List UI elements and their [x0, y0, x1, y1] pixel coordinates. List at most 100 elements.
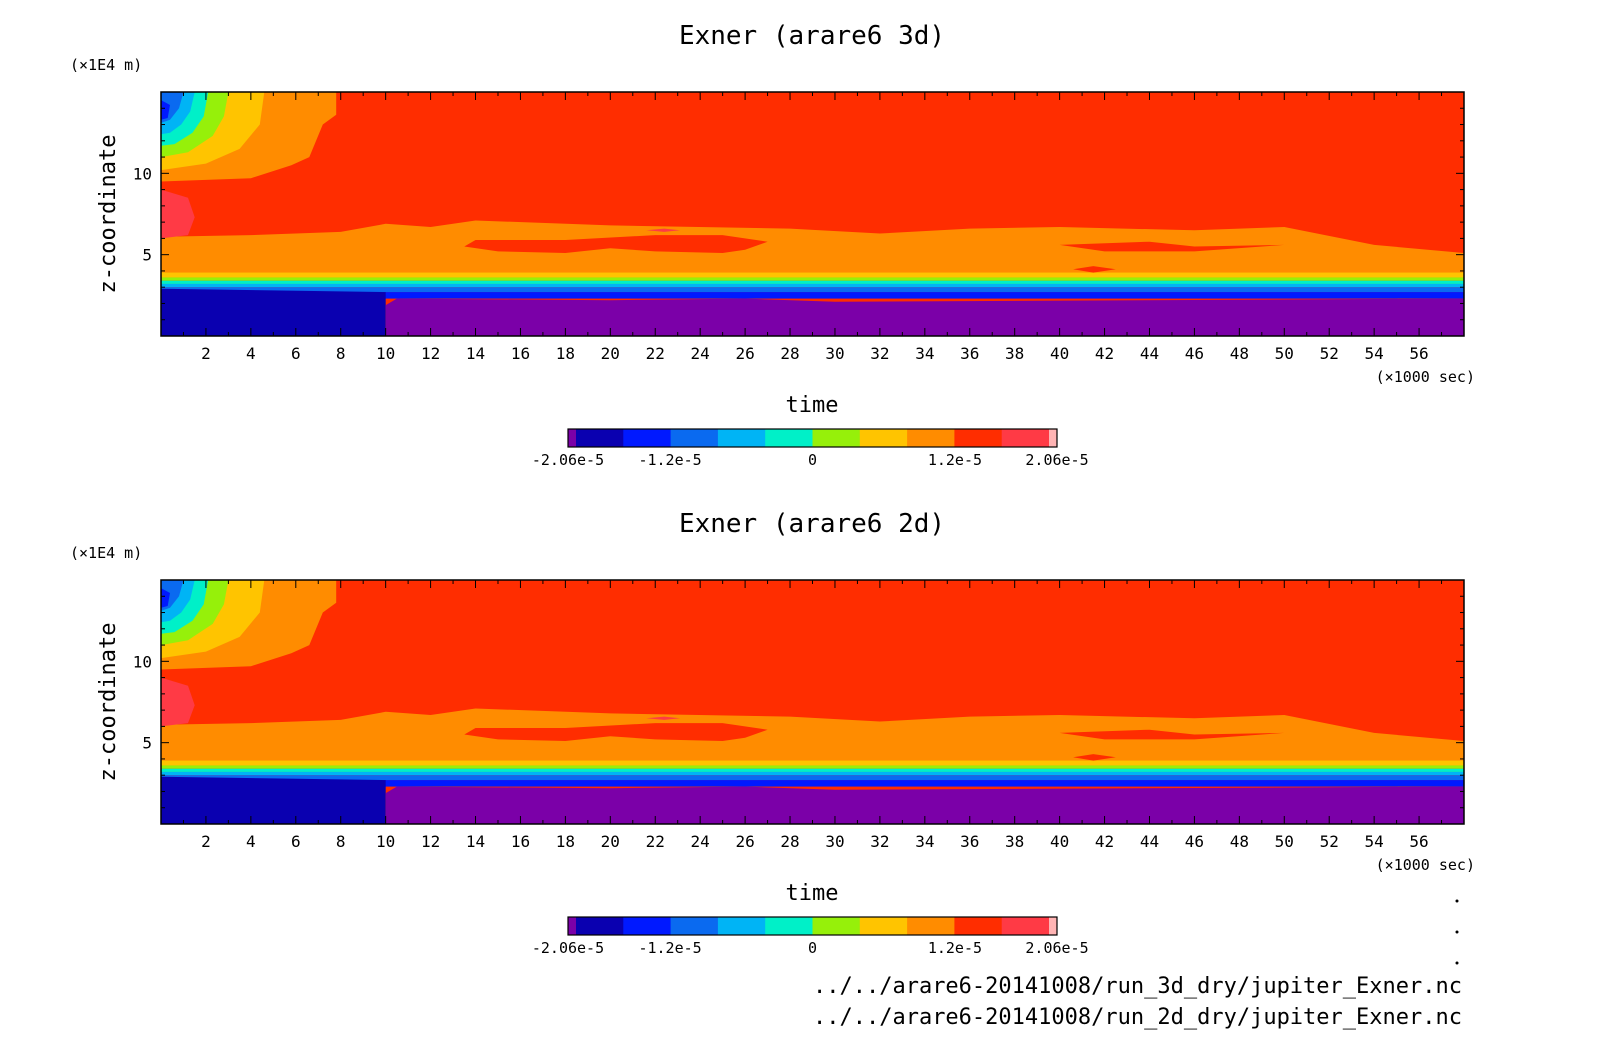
chart-panel-1: 2 4 6 8 10 12 14 16 18 20 22 24 26 28 30 32 34 36 38 40 42 44… [70, 21, 1475, 469]
colorbar-tick-label: -2.06e-5 [532, 939, 604, 957]
contour-level-green [161, 765, 1464, 769]
colorbar-swatch [859, 917, 908, 935]
x-tick-label: 26 [735, 344, 754, 363]
colorbar-swatch [907, 917, 955, 935]
x-tick-label: 18 [556, 832, 575, 851]
contour-level-lightblue [161, 771, 1464, 776]
dot-marker [1455, 961, 1459, 965]
x-tick-label: 54 [1365, 344, 1384, 363]
colorbar-swatch [907, 429, 955, 447]
x-tick-label: 38 [1005, 344, 1024, 363]
x-tick-label: 36 [960, 832, 979, 851]
dot-marker [1455, 930, 1459, 934]
x-tick-label: 50 [1275, 344, 1294, 363]
x-tick-label: 46 [1185, 832, 1204, 851]
dot-marker [1455, 899, 1459, 903]
x-tick-label: 56 [1409, 344, 1428, 363]
x-tick-label: 10 [376, 344, 395, 363]
colorbar-tick-label: 2.06e-5 [1025, 939, 1088, 957]
contour-lens [1059, 241, 1285, 252]
contour-lens [464, 235, 768, 253]
contour-level-blue-ul [161, 588, 170, 608]
x-tick-label: 6 [291, 832, 301, 851]
x-tick-label: 32 [870, 832, 889, 851]
contour-level-blue [161, 292, 1464, 299]
x-axis-unit: (×1000 sec) [1376, 856, 1475, 874]
x-axis-label: time [786, 881, 839, 906]
contour-blob [1073, 754, 1116, 761]
contour-level-blue-ul [161, 100, 170, 120]
colorbar-swatch [812, 429, 861, 447]
x-tick-label: 14 [466, 832, 485, 851]
x-tick-label: 42 [1095, 344, 1114, 363]
x-tick-label: 18 [556, 344, 575, 363]
contour-level-green [161, 277, 1464, 281]
x-tick-label: 12 [421, 344, 440, 363]
colorbar-swatch [812, 917, 861, 935]
contour-level-purple [385, 298, 1464, 336]
colorbar-swatch [954, 917, 1003, 935]
x-tick-label: 52 [1320, 344, 1339, 363]
colorbar-frame [567, 916, 1058, 936]
contour-blob [646, 228, 680, 232]
x-tick-label: 30 [825, 832, 844, 851]
chart-title: Exner (arare6 3d) [679, 21, 945, 51]
x-tick-label: 22 [646, 344, 665, 363]
colorbar-swatch [765, 429, 813, 447]
colorbar-frame [567, 428, 1058, 448]
colorbar-swatch [576, 429, 624, 447]
x-tick-label: 56 [1409, 832, 1428, 851]
x-tick-label: 28 [780, 832, 799, 851]
colorbar-swatch [1049, 917, 1057, 935]
x-tick-label: 46 [1185, 344, 1204, 363]
x-tick-label: 52 [1320, 832, 1339, 851]
colorbar-swatch [623, 429, 672, 447]
x-tick-label: 54 [1365, 832, 1384, 851]
file-path-1: ../../arare6-20141008/run_3d_dry/jupiter… [813, 974, 1462, 999]
y-axis-unit: (×1E4 m) [70, 544, 142, 562]
contour-blob [646, 716, 680, 720]
x-tick-label: 24 [691, 832, 710, 851]
contour-level-midblue [161, 775, 1464, 781]
colorbar-swatch [1001, 429, 1050, 447]
x-tick-label: 14 [466, 344, 485, 363]
x-tick-label: 28 [780, 344, 799, 363]
x-tick-label: 2 [201, 344, 211, 363]
contour-level-darkblue [161, 776, 386, 824]
y-axis-unit: (×1E4 m) [70, 56, 142, 74]
x-tick-label: 22 [646, 832, 665, 851]
contour-level-blue [161, 780, 1464, 787]
contour-level-purple [385, 786, 1464, 824]
y-tick-label: 10 [133, 652, 152, 671]
colorbar-swatch [670, 429, 719, 447]
contour-level-yellow [161, 760, 1464, 766]
contour-level-midblue [161, 287, 1464, 293]
x-axis-unit: (×1000 sec) [1376, 368, 1475, 386]
colorbar-swatch [568, 917, 576, 935]
colorbar-tick-label: 1.2e-5 [928, 451, 982, 469]
colorbar-swatch [717, 429, 766, 447]
contour-level-orange [161, 708, 1464, 766]
x-tick-label: 16 [511, 832, 530, 851]
colorbar-tick-label: 1.2e-5 [928, 939, 982, 957]
colorbar-swatch [568, 429, 576, 447]
x-tick-label: 26 [735, 832, 754, 851]
x-tick-label: 10 [376, 832, 395, 851]
x-tick-label: 8 [336, 832, 346, 851]
colorbar-tick-label: -1.2e-5 [638, 939, 701, 957]
colorbar-swatch [1049, 429, 1057, 447]
contour-level-lightblue [161, 283, 1464, 288]
colorbar-tick-label: 0 [808, 939, 817, 957]
colorbar-tick-label: -1.2e-5 [638, 451, 701, 469]
colorbar-swatch [954, 429, 1003, 447]
x-tick-label: 44 [1140, 344, 1159, 363]
x-tick-label: 6 [291, 344, 301, 363]
colorbar-swatch [576, 917, 624, 935]
contour-fill [161, 580, 1464, 824]
contour-level-yellow [161, 272, 1464, 278]
x-tick-label: 34 [915, 344, 934, 363]
contour-level-darkblue [161, 288, 386, 336]
x-tick-label: 40 [1050, 832, 1069, 851]
x-tick-label: 42 [1095, 832, 1114, 851]
